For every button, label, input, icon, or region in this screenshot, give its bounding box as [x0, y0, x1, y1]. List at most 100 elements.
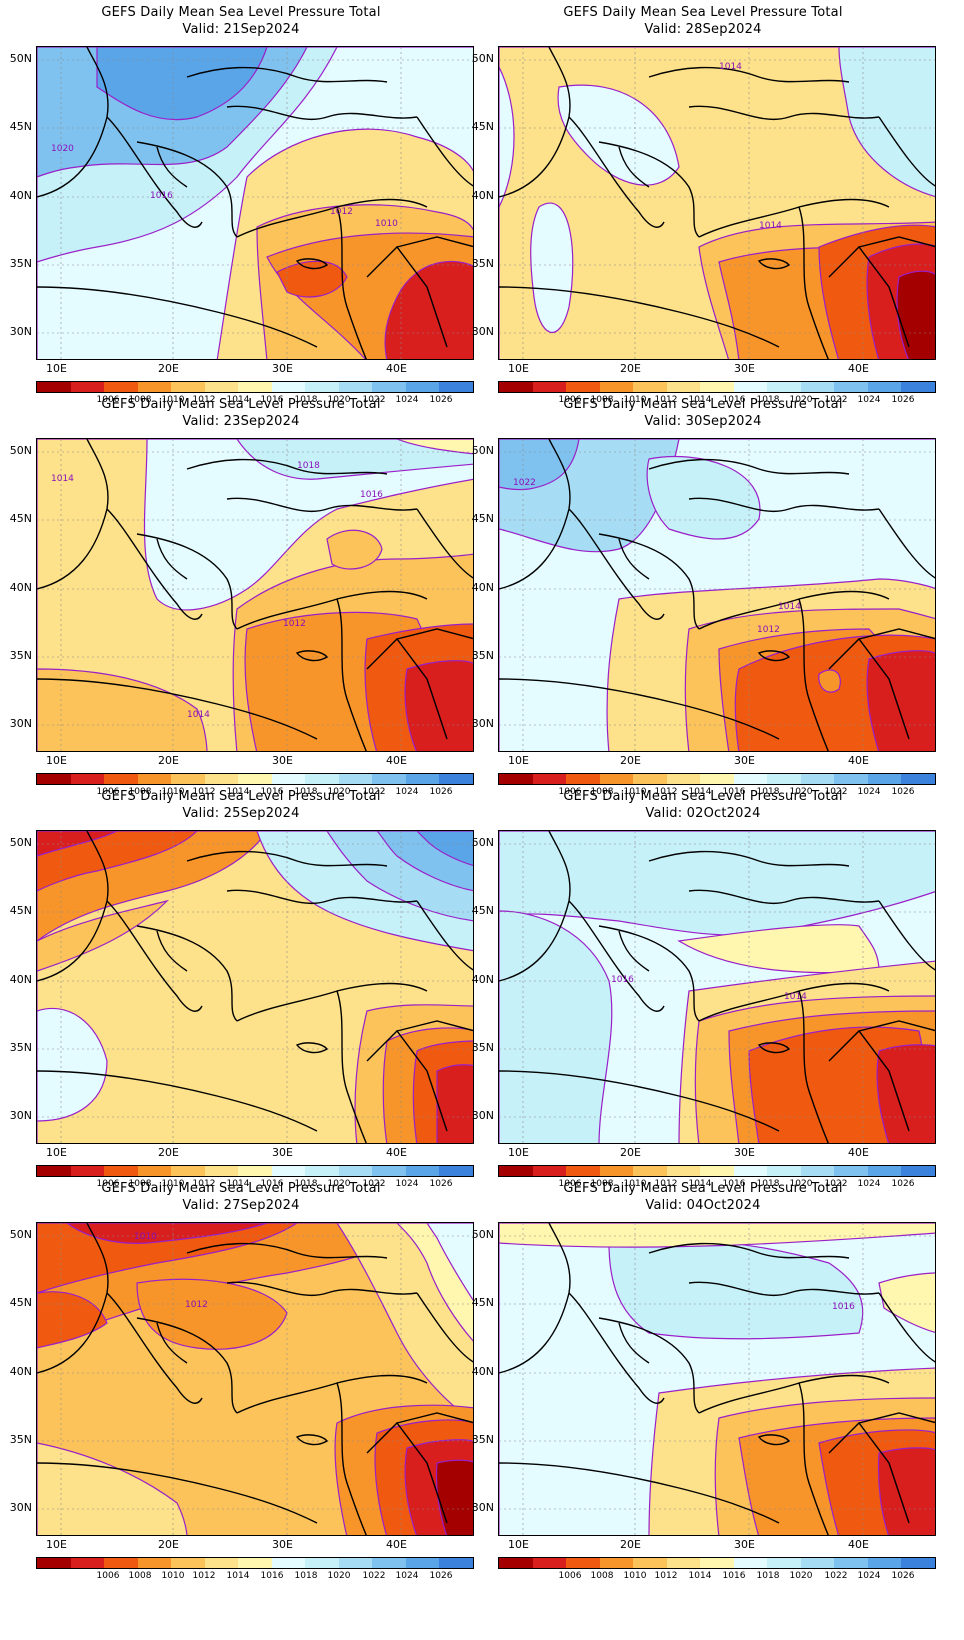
pressure-map[interactable]: 1014 1018 1016 1012 1014 [36, 438, 474, 752]
colorbar-label: 1016 [260, 1179, 284, 1189]
colorbar-swatch [767, 382, 801, 392]
lat-tick-label: 50N [9, 836, 32, 849]
colorbar-swatch [204, 774, 239, 784]
contour-label: 1012 [185, 1300, 208, 1310]
colorbar-label: 1012 [654, 395, 678, 405]
lon-tick-label: 30E [734, 362, 755, 375]
colorbar-swatch [137, 774, 172, 784]
colorbar [498, 381, 936, 393]
colorbar-swatch [733, 1166, 768, 1176]
colorbar-label: 1026 [891, 787, 915, 797]
map-panel: GEFS Daily Mean Sea Level Pressure Total… [462, 784, 944, 1194]
coastline [236, 1374, 428, 1414]
lon-tick-label: 20E [158, 754, 179, 767]
lat-tick-label: 40N [9, 973, 32, 986]
pressure-map[interactable]: 1020 1016 1012 1010 [36, 46, 474, 360]
pressure-band [866, 650, 935, 751]
lon-tick-label: 30E [272, 362, 293, 375]
pressure-field-svg: 1022 1014 1012 [499, 439, 935, 751]
lon-tick-label: 40E [386, 754, 407, 767]
lat-tick-label: 30N [471, 1501, 494, 1514]
colorbar-label: 1016 [260, 395, 284, 405]
colorbar-swatch [700, 1558, 734, 1568]
colorbar-swatch [532, 774, 567, 784]
colorbar-swatch [633, 774, 667, 784]
lat-tick-label: 45N [9, 512, 32, 525]
colorbar [36, 773, 474, 785]
colorbar [36, 381, 474, 393]
lat-tick-label: 50N [9, 444, 32, 457]
map-panel: GEFS Daily Mean Sea Level Pressure Total… [0, 0, 482, 410]
colorbar-swatch [271, 774, 306, 784]
colorbar-label: 1018 [756, 787, 780, 797]
coastline [186, 1242, 388, 1259]
colorbar [36, 1165, 474, 1177]
colorbar-label: 1006 [558, 395, 582, 405]
coastline [858, 628, 935, 640]
lat-tick-label: 30N [9, 325, 32, 338]
colorbar-label: 1020 [327, 1179, 351, 1189]
pressure-band [646, 455, 761, 540]
panel-valid-date: Valid: 28Sep2024 [644, 22, 762, 37]
coastline [618, 930, 650, 972]
coastline [698, 590, 890, 630]
pressure-map[interactable]: 1016 1014 [498, 830, 936, 1144]
colorbar-label: 1020 [327, 787, 351, 797]
colorbar-swatch [867, 1558, 902, 1568]
colorbar-label: 1024 [395, 787, 419, 797]
colorbar-swatch [204, 1558, 239, 1568]
colorbar-label: 1014 [226, 1179, 250, 1189]
pressure-map[interactable]: 1016 [498, 1222, 936, 1536]
coastline [396, 628, 473, 640]
colorbar-swatch [499, 1558, 533, 1568]
pressure-map[interactable]: 1022 1014 1012 [498, 438, 936, 752]
coastline [798, 598, 829, 751]
colorbar-swatch [171, 1558, 205, 1568]
panel-valid-date: Valid: 21Sep2024 [182, 22, 300, 37]
colorbar-swatch [104, 774, 138, 784]
lat-tick-label: 40N [471, 973, 494, 986]
pressure-map[interactable] [36, 830, 474, 1144]
contour-label: 1016 [360, 490, 383, 500]
pressure-band [276, 260, 348, 298]
colorbar-swatch [566, 1558, 600, 1568]
contour-label: 1014 [187, 710, 210, 720]
coastline [226, 889, 418, 905]
lat-tick-label: 40N [9, 189, 32, 202]
coastline [336, 1382, 367, 1535]
lon-tick-label: 20E [620, 1538, 641, 1551]
colorbar-swatch [633, 382, 667, 392]
colorbar-swatch [439, 1558, 473, 1568]
coastline [688, 889, 880, 905]
colorbar [498, 1165, 936, 1177]
lon-tick-label: 30E [272, 754, 293, 767]
coastline [336, 990, 367, 1143]
colorbar-label: 1006 [96, 1179, 120, 1189]
coastline [416, 900, 473, 971]
coastline [366, 1421, 448, 1524]
coastline [366, 1029, 448, 1132]
panel-title: GEFS Daily Mean Sea Level Pressure Total [563, 1181, 843, 1196]
coastline [295, 258, 329, 270]
lon-tick-label: 20E [620, 754, 641, 767]
coastline [336, 598, 367, 751]
colorbar-swatch [901, 382, 935, 392]
lat-tick-label: 30N [9, 1109, 32, 1122]
pressure-band [37, 831, 198, 892]
colorbar-label: 1014 [688, 1179, 712, 1189]
pressure-field-svg: 1016 [499, 1223, 935, 1535]
colorbar-swatch [700, 774, 734, 784]
colorbar-swatch [338, 382, 373, 392]
coastline [568, 1292, 665, 1404]
pressure-band [818, 669, 841, 693]
panel-valid-date: Valid: 27Sep2024 [182, 1198, 300, 1213]
pressure-band [396, 439, 473, 455]
pressure-band [499, 439, 580, 491]
coastline [618, 146, 650, 188]
pressure-map[interactable]: 1014 1014 [498, 46, 936, 360]
contour-label: 1010 [375, 219, 398, 229]
pressure-map[interactable]: 1010 1012 [36, 1222, 474, 1536]
coastline [136, 533, 238, 630]
pressure-band [37, 668, 208, 751]
colorbar-label: 1022 [362, 1179, 386, 1189]
